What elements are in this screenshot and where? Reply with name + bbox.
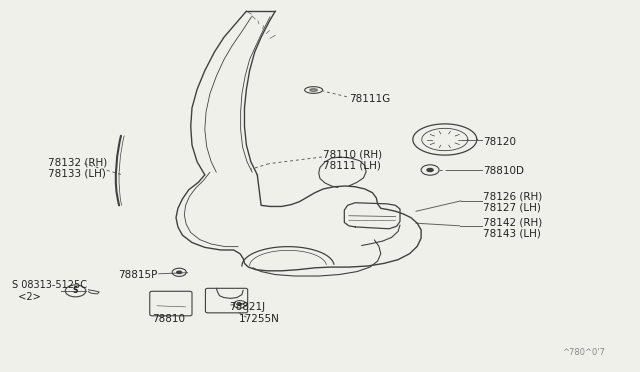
Text: 78111G: 78111G (349, 94, 390, 103)
Polygon shape (310, 89, 317, 92)
Text: S: S (73, 286, 78, 295)
Text: 78821J: 78821J (229, 302, 265, 312)
Text: 78815P: 78815P (118, 270, 158, 279)
Text: 78142 (RH)
78143 (LH): 78142 (RH) 78143 (LH) (483, 217, 543, 239)
Text: 78810: 78810 (152, 314, 185, 324)
Text: 78126 (RH)
78127 (LH): 78126 (RH) 78127 (LH) (483, 191, 543, 213)
Circle shape (237, 303, 243, 306)
Text: 78132 (RH)
78133 (LH): 78132 (RH) 78133 (LH) (48, 157, 108, 179)
Circle shape (426, 168, 434, 172)
Text: 17255N: 17255N (239, 314, 280, 324)
Text: 78810D: 78810D (483, 166, 524, 176)
Text: 78120: 78120 (483, 137, 516, 147)
Text: ^780^0'7: ^780^0'7 (562, 348, 605, 357)
Text: 78110 (RH)
78111 (LH): 78110 (RH) 78111 (LH) (323, 149, 382, 171)
Circle shape (176, 270, 182, 274)
Text: S 08313-5125C
  <2>: S 08313-5125C <2> (12, 280, 86, 302)
